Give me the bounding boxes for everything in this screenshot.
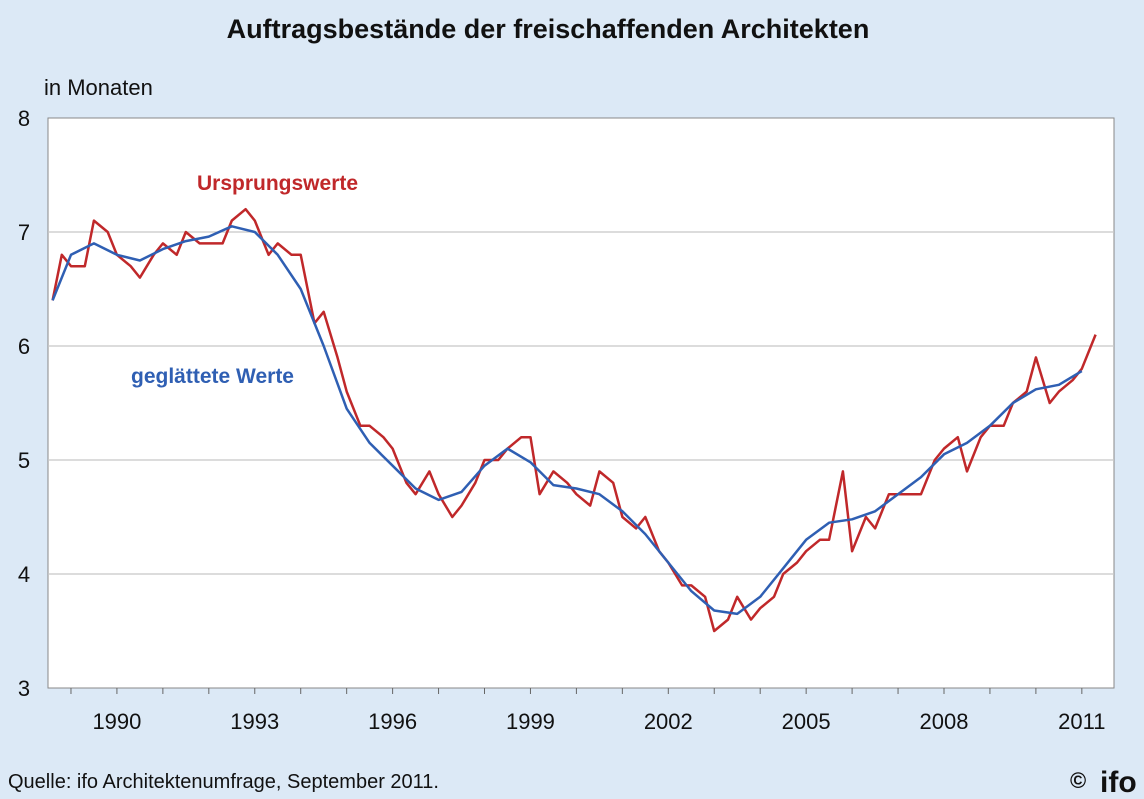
- annotation-geglaettete-werte: geglättete Werte: [131, 365, 294, 388]
- source-note: Quelle: ifo Architektenumfrage, Septembe…: [8, 771, 439, 793]
- x-tick-label: 1993: [230, 709, 279, 734]
- y-tick-label: 7: [18, 220, 30, 245]
- y-tick-label: 8: [18, 106, 30, 131]
- y-tick-label: 3: [18, 676, 30, 701]
- x-tick-label: 1996: [368, 709, 417, 734]
- x-tick-label: 2002: [644, 709, 693, 734]
- x-tick-label: 2011: [1058, 709, 1105, 734]
- ifo-logo: ifo: [1100, 766, 1137, 799]
- y-tick-label: 6: [18, 334, 30, 359]
- x-tick-label: 1999: [506, 709, 555, 734]
- annotation-ursprungswerte: Ursprungswerte: [197, 172, 358, 195]
- chart-title: Auftragsbestände der freischaffenden Arc…: [227, 14, 870, 44]
- y-tick-label: 4: [18, 562, 30, 587]
- y-ticks: 3 4 5 6 7 8: [18, 106, 30, 701]
- y-tick-label: 5: [18, 448, 30, 473]
- x-tick-label: 1990: [92, 709, 141, 734]
- x-tick-label: 2005: [782, 709, 831, 734]
- copyright-symbol: ©: [1070, 768, 1086, 793]
- x-tick-label: 2008: [920, 709, 969, 734]
- plot-area: [47, 117, 1115, 689]
- x-ticks: 1990 1993 1996 1999 2002 2005 2008 2011: [70, 688, 1105, 734]
- y-axis-label: in Monaten: [44, 75, 153, 100]
- series-line-geglaettete-werte: [51, 225, 1083, 616]
